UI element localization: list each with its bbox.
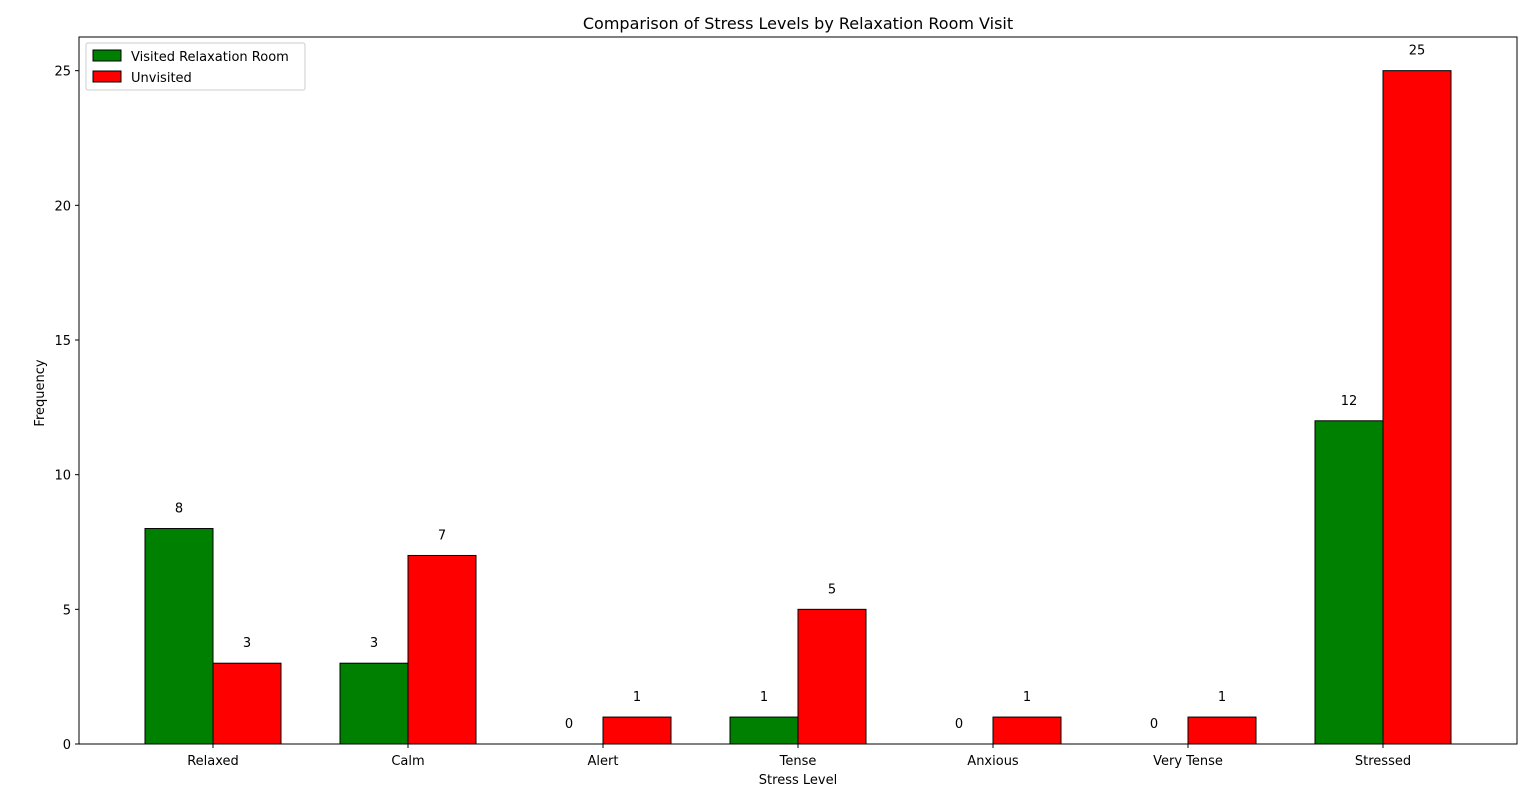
x-tick-label-tense: Tense xyxy=(779,754,817,769)
y-tick-label: 15 xyxy=(54,334,71,349)
y-tick-label: 20 xyxy=(54,199,71,214)
x-tick-label-anxious: Anxious xyxy=(967,754,1019,769)
bar-unvisited-tense xyxy=(797,608,867,745)
y-axis-label: Frequency xyxy=(33,359,48,426)
x-tick-label-relaxed: Relaxed xyxy=(187,754,239,769)
y-tick-label: 25 xyxy=(54,65,71,80)
legend-label-unvisited: Unvisited xyxy=(131,71,192,86)
data-label-visited-relaxation-room-alert: 0 xyxy=(565,717,573,732)
x-tick-label-stressed: Stressed xyxy=(1355,754,1411,769)
bar-visited-relaxation-room-tense xyxy=(729,716,799,745)
chart-title: Comparison of Stress Levels by Relaxatio… xyxy=(583,14,1013,33)
bar-unvisited-anxious xyxy=(992,716,1062,745)
data-label-unvisited-anxious: 1 xyxy=(1023,690,1031,705)
data-label-unvisited-tense: 5 xyxy=(828,582,836,597)
data-label-unvisited-stressed: 25 xyxy=(1409,44,1426,59)
bar-unvisited-relaxed xyxy=(212,662,282,745)
legend-label-visited: Visited Relaxation Room xyxy=(131,50,289,65)
data-label-unvisited-calm: 7 xyxy=(438,528,446,543)
data-label-visited-relaxation-room-anxious: 0 xyxy=(955,717,963,732)
y-tick-label: 10 xyxy=(54,469,71,484)
data-label-visited-relaxation-room-very-tense: 0 xyxy=(1150,717,1158,732)
bars-layer xyxy=(144,70,1452,745)
legend-swatch-unvisited xyxy=(92,70,122,83)
y-axis: 0 5 10 15 20 25 xyxy=(54,65,79,753)
bar-unvisited-calm xyxy=(407,554,477,745)
legend-swatch-visited xyxy=(92,49,122,62)
data-label-visited-relaxation-room-relaxed: 8 xyxy=(175,502,183,517)
bar-visited-relaxation-room-calm xyxy=(339,662,409,745)
x-tick-label-alert: Alert xyxy=(588,754,619,769)
x-axis-label: Stress Level xyxy=(759,773,837,788)
bar-unvisited-alert xyxy=(602,716,672,745)
x-axis: Relaxed Calm Alert Tense Anxious Very Tense St… xyxy=(187,744,1411,769)
y-tick-label: 0 xyxy=(63,738,71,753)
legend: Visited Relaxation Room Unvisited xyxy=(85,42,306,91)
bar-unvisited-very-tense xyxy=(1187,716,1257,745)
data-label-visited-relaxation-room-calm: 3 xyxy=(370,636,378,651)
data-labels-layer: 8 3 0 1 0 0 12 3 7 1 5 1 1 25 xyxy=(175,44,1425,732)
legend-box xyxy=(85,42,306,91)
x-tick-label-very-tense: Very Tense xyxy=(1153,754,1223,769)
y-tick-label: 5 xyxy=(63,603,71,618)
data-label-unvisited-alert: 1 xyxy=(633,690,641,705)
x-tick-label-calm: Calm xyxy=(391,754,424,769)
data-label-visited-relaxation-room-tense: 1 xyxy=(760,690,768,705)
data-label-unvisited-relaxed: 3 xyxy=(243,636,251,651)
bar-visited-relaxation-room-relaxed xyxy=(144,528,214,745)
bar-unvisited-stressed xyxy=(1382,70,1452,745)
bar-visited-relaxation-room-stressed xyxy=(1314,420,1384,745)
data-label-visited-relaxation-room-stressed: 12 xyxy=(1341,394,1358,409)
data-label-unvisited-very-tense: 1 xyxy=(1218,690,1226,705)
